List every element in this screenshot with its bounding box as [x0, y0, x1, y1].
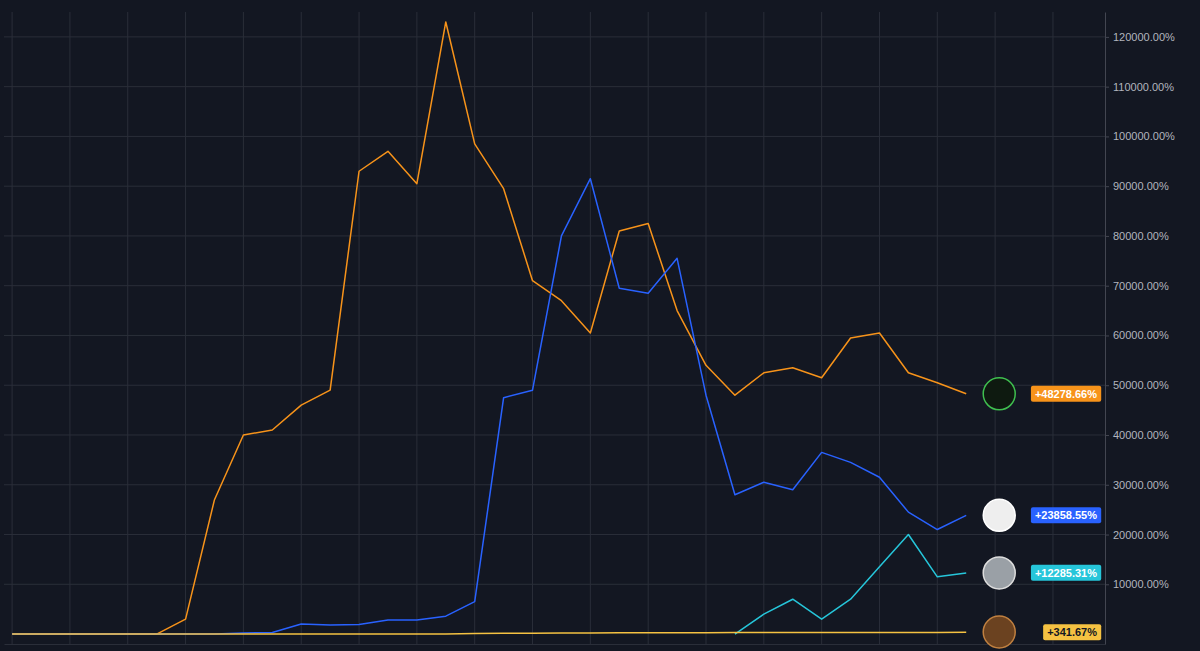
series-line [12, 632, 966, 634]
series-line [12, 22, 966, 634]
y-tick-mark [1105, 335, 1109, 336]
y-tick-label: 90000.00% [1113, 180, 1169, 192]
token-icon [983, 378, 1015, 410]
y-tick: 90000.00% [1105, 180, 1169, 192]
grid-line-x [937, 12, 938, 644]
y-tick-label: 30000.00% [1113, 479, 1169, 491]
end-label-box [1043, 624, 1101, 640]
grid-line-x [474, 12, 475, 644]
y-tick: 70000.00% [1105, 280, 1169, 292]
grid-line-y [4, 235, 1105, 236]
y-tick-mark [1105, 236, 1109, 237]
y-tick-label: 50000.00% [1113, 379, 1169, 391]
grid-line-x [879, 12, 880, 644]
grid-line-y [4, 186, 1105, 187]
grid-line-x [301, 12, 302, 644]
grid-line-x [590, 12, 591, 644]
y-tick-label: 60000.00% [1113, 329, 1169, 341]
y-tick-mark [1105, 286, 1109, 287]
y-tick: 50000.00% [1105, 379, 1169, 391]
chart: 10000.00% 20000.00% 30000.00% 40000.00% 5000… [0, 0, 1200, 651]
y-tick-label: 70000.00% [1113, 280, 1169, 292]
token-icon [983, 557, 1015, 589]
plot: 10000.00% 20000.00% 30000.00% 40000.00% 5000… [4, 12, 1175, 648]
grid-line-y [4, 285, 1105, 286]
y-tick-label: 80000.00% [1113, 230, 1169, 242]
grid-line-y [4, 86, 1105, 87]
y-tick: 30000.00% [1105, 479, 1169, 491]
end-label: +23858.55% [1031, 507, 1101, 523]
grid-line-x [127, 12, 128, 644]
end-label: +341.67% [1043, 624, 1101, 640]
grid [4, 12, 1105, 644]
end-label-text: +48278.66% [1035, 388, 1097, 400]
y-tick-mark [1105, 485, 1109, 486]
end-label-text: +341.67% [1047, 626, 1097, 638]
y-tick-label: 120000.00% [1113, 31, 1175, 43]
grid-line-x [185, 12, 186, 644]
grid-line-x [243, 12, 244, 644]
lines [12, 22, 966, 634]
y-tick-mark [1105, 37, 1109, 38]
y-tick-mark [1105, 186, 1109, 187]
end-labels: +48278.66% +23858.55% +12285.31% +341.67% [983, 378, 1101, 648]
grid-line-x [763, 12, 764, 644]
y-tick-label: 110000.00% [1113, 81, 1174, 93]
grid-line-x [706, 12, 707, 644]
y-tick: 10000.00% [1105, 578, 1169, 590]
grid-line-y [4, 335, 1105, 336]
grid-line-y [4, 136, 1105, 137]
grid-line-x [648, 12, 649, 644]
y-tick: 60000.00% [1105, 329, 1169, 341]
y-tick-mark [1105, 435, 1109, 436]
grid-line-y [4, 584, 1105, 585]
y-tick: 110000.00% [1105, 81, 1174, 93]
y-tick-mark [1105, 584, 1109, 585]
grid-line-x [359, 12, 360, 644]
grid-line-y [4, 484, 1105, 485]
end-label-text: +23858.55% [1035, 509, 1097, 521]
end-label-box [1031, 507, 1101, 523]
y-axis-line [1105, 13, 1106, 645]
x-axis [5, 644, 1106, 646]
y-tick-mark [1105, 87, 1109, 88]
token-icon [983, 499, 1015, 531]
y-tick: 80000.00% [1105, 230, 1169, 242]
grid-line-x [12, 12, 13, 644]
end-label-box [1031, 565, 1101, 581]
y-axis: 10000.00% 20000.00% 30000.00% 40000.00% 5000… [1105, 13, 1175, 645]
token-icon [983, 616, 1015, 648]
background [0, 0, 1200, 651]
grid-line-y [4, 36, 1105, 37]
grid-line-x [1052, 12, 1053, 644]
y-tick-mark [1105, 385, 1109, 386]
grid-line-x [69, 12, 70, 644]
y-tick: 120000.00% [1105, 31, 1175, 43]
end-label: +48278.66% [1031, 386, 1101, 402]
end-label-box [1031, 386, 1101, 402]
grid-line-y [4, 534, 1105, 535]
y-tick-label: 20000.00% [1113, 529, 1169, 541]
x-axis-line [5, 644, 1106, 645]
grid-line-y [4, 385, 1105, 386]
grid-line-x [821, 12, 822, 644]
grid-line-y [4, 434, 1105, 435]
series-line [735, 535, 966, 635]
y-tick: 100000.00% [1105, 130, 1175, 142]
end-label: +12285.31% [1031, 565, 1101, 581]
y-tick-label: 100000.00% [1113, 130, 1175, 142]
y-tick: 20000.00% [1105, 529, 1169, 541]
y-tick-label: 40000.00% [1113, 429, 1169, 441]
y-tick-mark [1105, 136, 1109, 137]
y-tick-label: 10000.00% [1113, 578, 1169, 590]
y-tick: 40000.00% [1105, 429, 1169, 441]
series-line [12, 179, 966, 634]
grid-line-x [416, 12, 417, 644]
end-label-text: +12285.31% [1035, 567, 1097, 579]
y-tick-mark [1105, 535, 1109, 536]
grid-line-x [995, 12, 996, 644]
grid-line-x [532, 12, 533, 644]
